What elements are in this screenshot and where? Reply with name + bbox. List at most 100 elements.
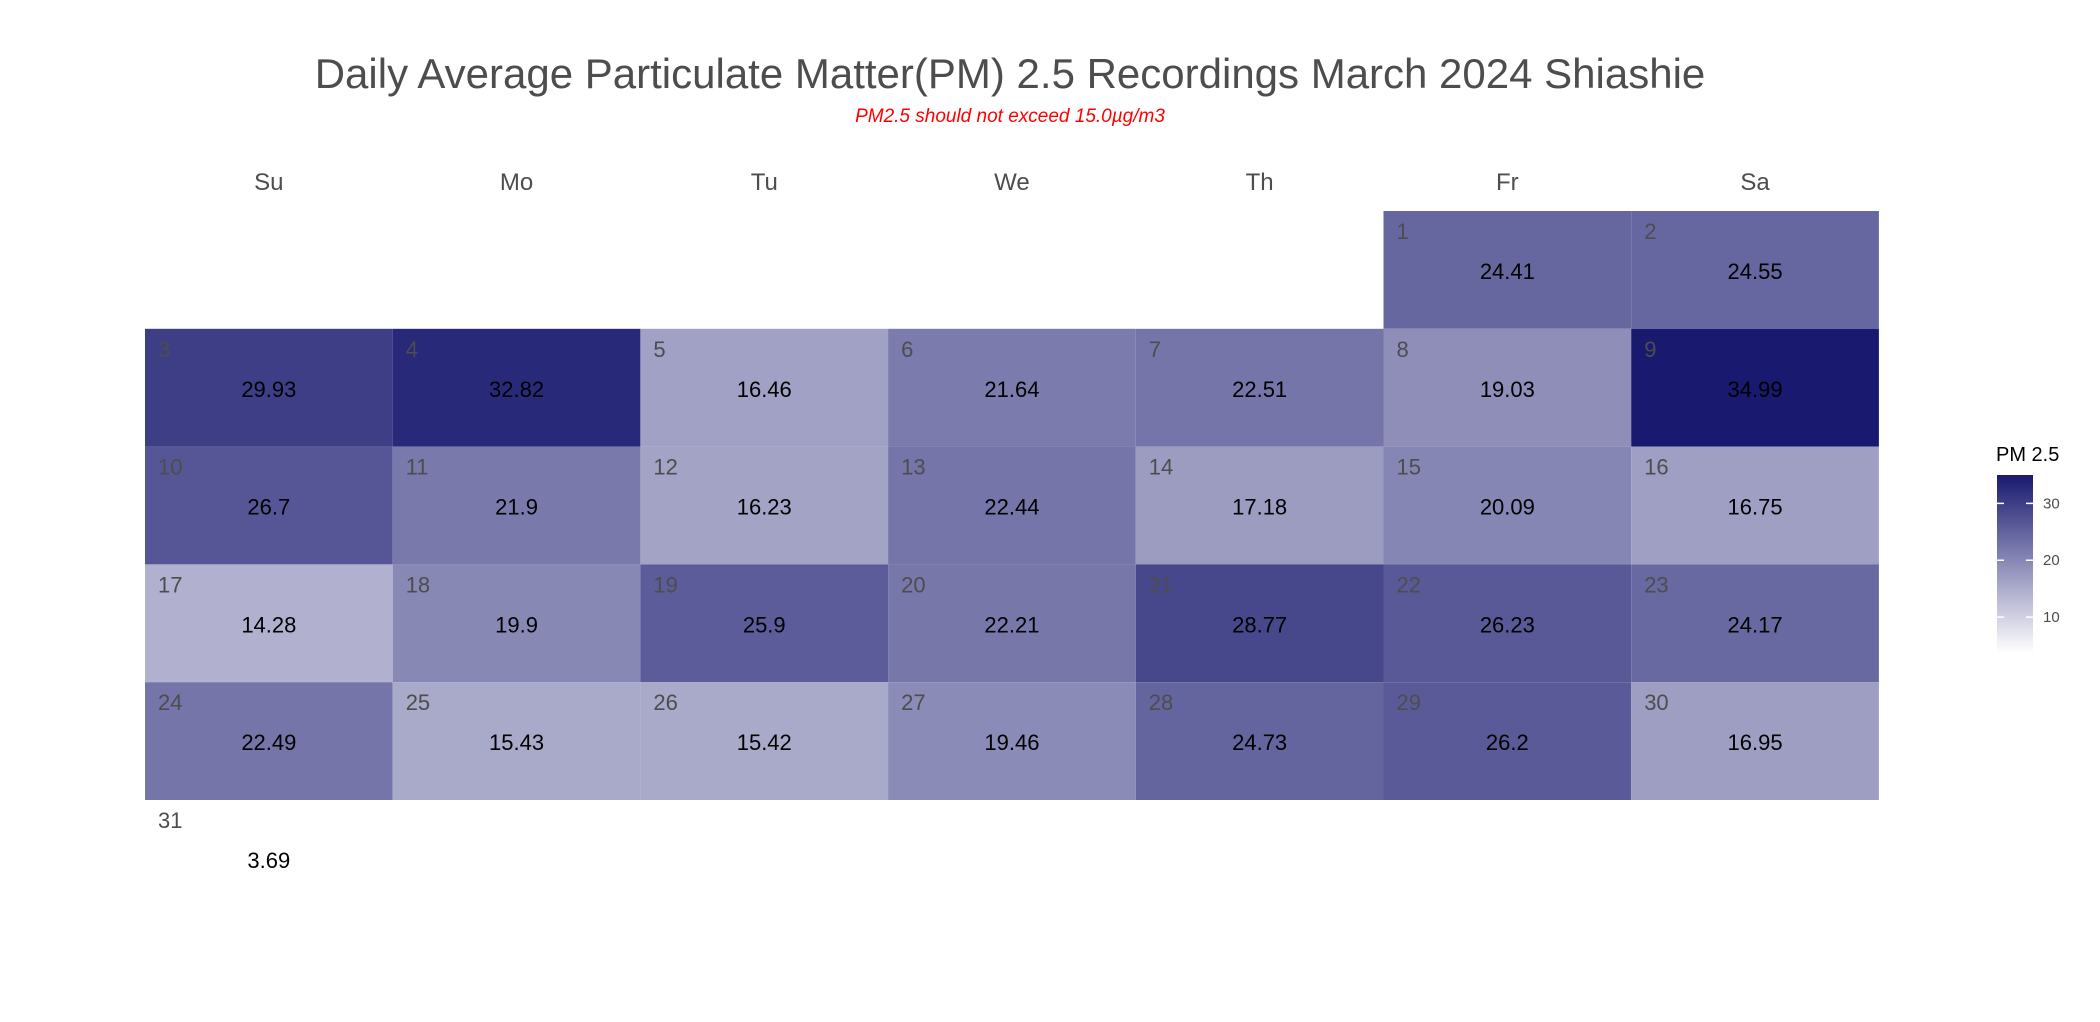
calendar-day-cell: 516.46 bbox=[640, 328, 889, 447]
day-number: 16 bbox=[1644, 455, 1668, 480]
day-tile bbox=[1383, 211, 1632, 329]
day-number: 6 bbox=[901, 337, 913, 362]
day-number: 22 bbox=[1397, 572, 1421, 597]
calendar-day-cell: 13 22.44 bbox=[888, 446, 1136, 565]
day-number: 2 bbox=[1644, 219, 1656, 244]
day-number: 21 bbox=[1149, 572, 1173, 597]
legend-tick-label: 10 bbox=[2043, 609, 2060, 626]
day-value: 24.41 bbox=[1480, 259, 1535, 284]
calendar-day-cell: 17 14.28 bbox=[145, 564, 393, 683]
day-value: 19.46 bbox=[984, 730, 1039, 755]
calendar-day-cell: 25 15.43 bbox=[392, 682, 641, 800]
day-number: 7 bbox=[1149, 337, 1161, 362]
day-tile bbox=[1383, 446, 1632, 565]
day-number: 9 bbox=[1644, 337, 1656, 362]
day-number: 13 bbox=[901, 455, 925, 480]
calendar-day-cell: 819.03 bbox=[1383, 328, 1632, 447]
day-tile bbox=[1631, 328, 1879, 447]
day-number: 3 bbox=[158, 337, 170, 362]
day-tile bbox=[640, 564, 889, 683]
day-value: 16.23 bbox=[737, 495, 792, 520]
day-number: 17 bbox=[158, 572, 182, 597]
calendar-day-cell: 27 19.46 bbox=[888, 682, 1136, 800]
day-tile bbox=[1135, 446, 1384, 565]
calendar-day-cell: 432.82 bbox=[392, 328, 641, 447]
day-value: 26.2 bbox=[1486, 730, 1529, 755]
calendar-day-cell: 934.99 bbox=[1631, 328, 1879, 447]
weekday-label: Sa bbox=[1740, 169, 1770, 196]
day-number: 12 bbox=[653, 455, 677, 480]
calendar-grid: 124.41224.55329.93432.82516.46621.64722.… bbox=[145, 211, 1879, 918]
day-tile bbox=[1631, 682, 1879, 800]
day-tile bbox=[392, 682, 641, 800]
day-tile bbox=[888, 682, 1136, 800]
calendar-day-cell: 26 15.42 bbox=[640, 682, 889, 800]
day-value: 14.28 bbox=[241, 612, 296, 637]
day-value: 24.55 bbox=[1728, 259, 1783, 284]
day-value: 20.09 bbox=[1480, 495, 1535, 520]
calendar-day-cell: 18 19.9 bbox=[392, 564, 641, 683]
day-tile bbox=[145, 800, 393, 918]
calendar-day-cell: 28 24.73 bbox=[1135, 682, 1384, 800]
day-value: 32.82 bbox=[489, 377, 544, 402]
day-value: 26.7 bbox=[247, 495, 290, 520]
day-value: 22.21 bbox=[984, 612, 1039, 637]
calendar-day-cell: 224.55 bbox=[1631, 211, 1879, 329]
legend-colorbar bbox=[1997, 475, 2033, 653]
legend-tick-label: 20 bbox=[2043, 552, 2060, 569]
calendar-day-cell: 124.41 bbox=[1383, 211, 1632, 329]
calendar-day-cell: 329.93 bbox=[145, 328, 393, 447]
day-tile bbox=[145, 446, 393, 565]
weekday-label: Su bbox=[254, 169, 283, 196]
day-value: 22.51 bbox=[1232, 377, 1287, 402]
day-tile bbox=[392, 564, 641, 683]
chart-title: Daily Average Particulate Matter(PM) 2.5… bbox=[315, 50, 1706, 97]
day-number: 11 bbox=[406, 455, 429, 480]
calendar-day-cell: 21 28.77 bbox=[1135, 564, 1384, 683]
day-value: 3.69 bbox=[247, 848, 290, 873]
day-value: 29.93 bbox=[241, 377, 296, 402]
day-tile bbox=[888, 328, 1136, 447]
legend-ticks: 10 20 30 bbox=[1997, 495, 2060, 626]
calendar-day-cell: 621.64 bbox=[888, 328, 1136, 447]
day-tile bbox=[1135, 328, 1384, 447]
day-tile bbox=[145, 328, 393, 447]
weekday-label: Fr bbox=[1496, 169, 1519, 196]
day-tile bbox=[1383, 564, 1632, 683]
day-tile bbox=[640, 328, 889, 447]
weekday-header: Su Mo Tu We Th Fr Sa bbox=[254, 169, 1770, 196]
day-number: 23 bbox=[1644, 572, 1668, 597]
calendar-day-cell: 20 22.21 bbox=[888, 564, 1136, 683]
legend-title: PM 2.5 bbox=[1996, 444, 2059, 466]
calendar-day-cell: 722.51 bbox=[1135, 328, 1384, 447]
day-tile bbox=[1631, 211, 1879, 329]
day-tile bbox=[640, 446, 889, 565]
day-number: 19 bbox=[653, 572, 677, 597]
day-number: 28 bbox=[1149, 690, 1173, 715]
day-tile bbox=[1135, 682, 1384, 800]
day-tile bbox=[392, 446, 641, 565]
weekday-label: Th bbox=[1246, 169, 1274, 196]
day-value: 21.9 bbox=[495, 495, 538, 520]
day-number: 5 bbox=[653, 337, 665, 362]
weekday-label: We bbox=[994, 169, 1030, 196]
day-number: 29 bbox=[1397, 690, 1421, 715]
day-value: 26.23 bbox=[1480, 612, 1535, 637]
calendar-day-cell: 29 26.2 bbox=[1383, 682, 1632, 800]
day-number: 26 bbox=[653, 690, 677, 715]
day-tile bbox=[888, 564, 1136, 683]
day-number: 1 bbox=[1397, 219, 1409, 244]
calendar-day-cell: 14 17.18 bbox=[1135, 446, 1384, 565]
calendar-day-cell: 15 20.09 bbox=[1383, 446, 1632, 565]
calendar-day-cell: 24 22.49 bbox=[145, 682, 393, 800]
calendar-day-cell: 10 26.7 bbox=[145, 446, 393, 565]
weekday-label: Tu bbox=[751, 169, 778, 196]
day-value: 34.99 bbox=[1728, 377, 1783, 402]
day-value: 16.75 bbox=[1728, 495, 1783, 520]
day-number: 14 bbox=[1149, 455, 1173, 480]
day-tile bbox=[640, 682, 889, 800]
calendar-day-cell: 23 24.17 bbox=[1631, 564, 1879, 683]
chart-subtitle: PM2.5 should not exceed 15.0µg/m3 bbox=[855, 106, 1165, 127]
day-value: 19.03 bbox=[1480, 377, 1535, 402]
